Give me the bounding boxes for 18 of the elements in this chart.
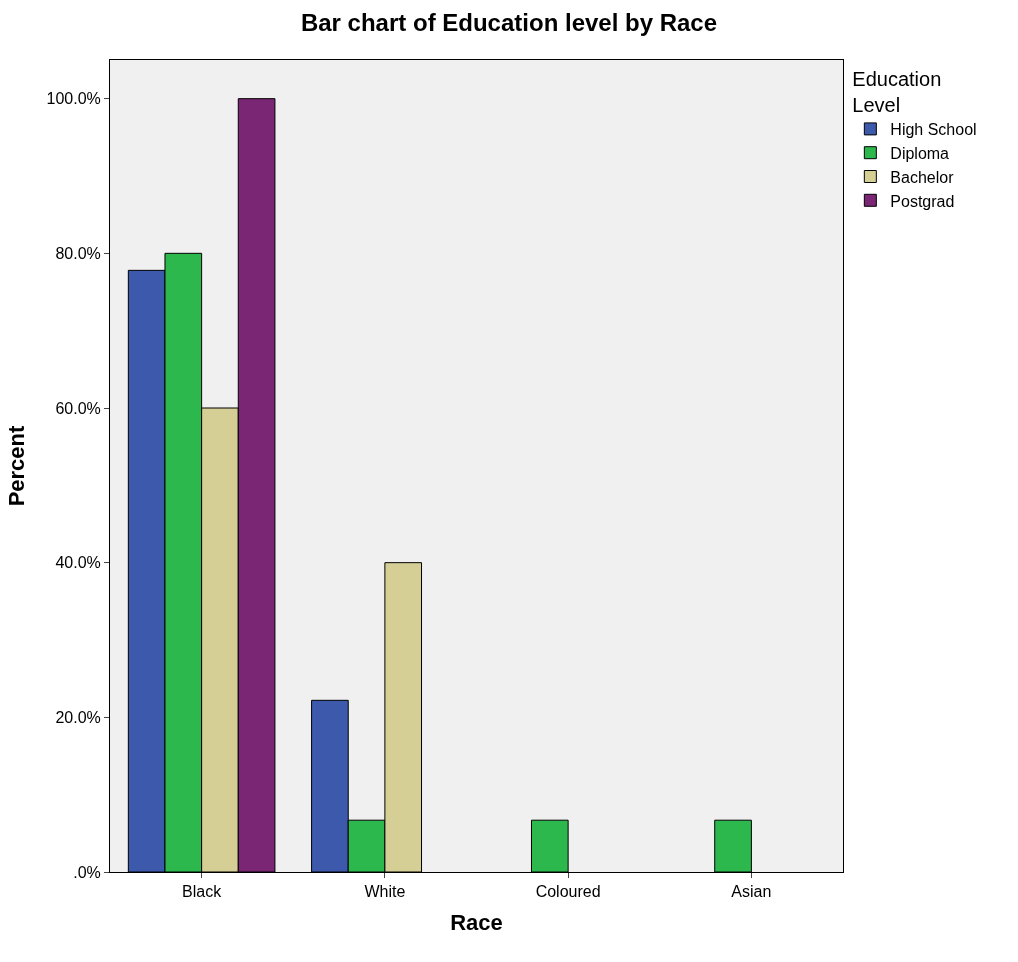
x-axis-title: Race	[450, 910, 503, 936]
y-tick-label: 80.0%	[55, 244, 101, 262]
y-tick-label: 100.0%	[46, 90, 101, 108]
legend-title: Education Level	[852, 68, 942, 116]
legend-label: Bachelor	[890, 168, 955, 186]
legend-label: Diploma	[890, 144, 950, 162]
x-tick-label: White	[364, 883, 406, 901]
legend-label: High School	[890, 121, 977, 139]
y-axis-title: Percent	[4, 424, 30, 507]
chart-title: Bar chart of Education level by Race	[300, 9, 718, 37]
y-tick-label: 60.0%	[55, 399, 101, 417]
legend-label: Postgrad	[890, 192, 955, 210]
x-tick-label: Asian	[731, 883, 772, 901]
x-tick-label: Black	[182, 883, 223, 901]
y-tick-label: 40.0%	[55, 554, 101, 572]
x-tick-label: Coloured	[535, 883, 601, 901]
y-tick-label: .0%	[73, 863, 101, 881]
y-tick-label: 20.0%	[55, 708, 101, 726]
